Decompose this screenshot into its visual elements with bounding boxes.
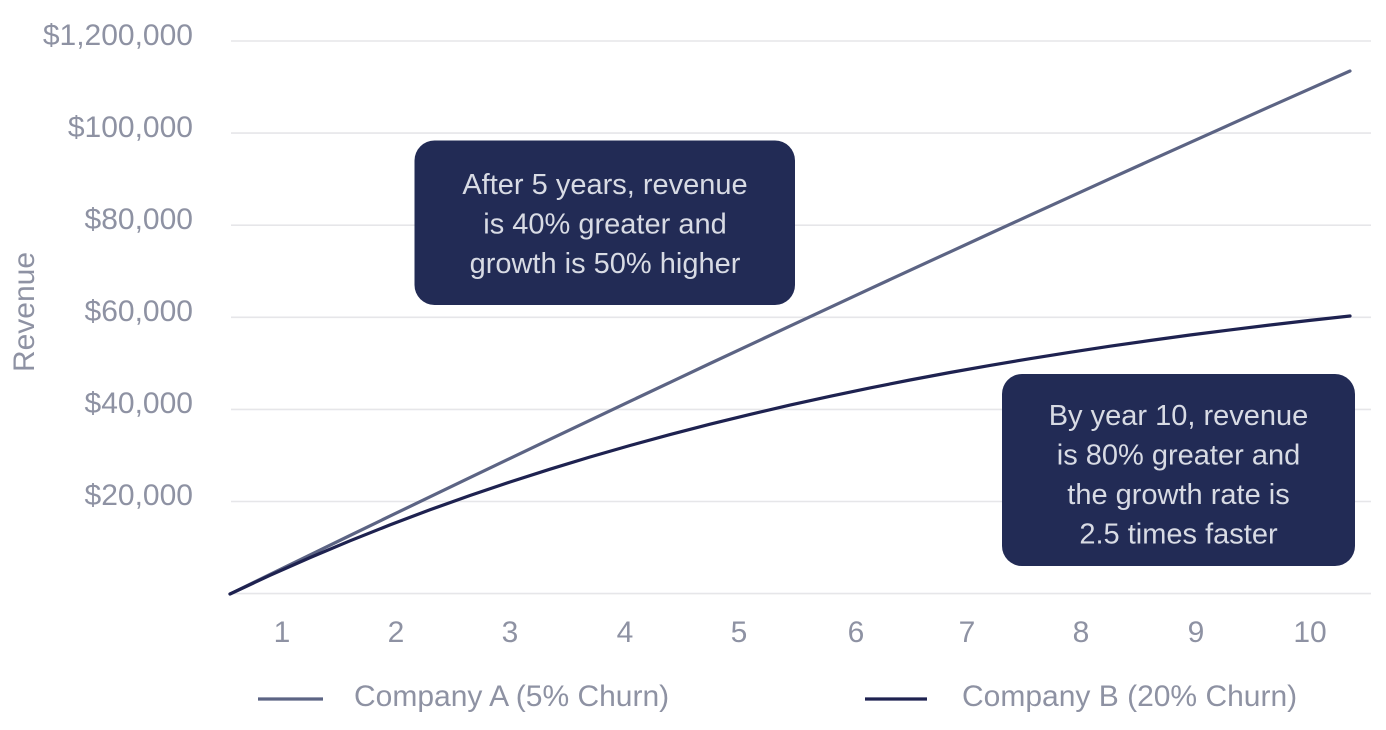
svg-text:After 5 years, revenue: After 5 years, revenue: [462, 169, 747, 201]
svg-text:1: 1: [274, 616, 291, 649]
svg-text:8: 8: [1073, 616, 1090, 649]
svg-text:By year 10, revenue: By year 10, revenue: [1049, 400, 1309, 432]
svg-text:3: 3: [502, 616, 519, 649]
svg-text:2: 2: [388, 616, 405, 649]
svg-text:$1,200,000: $1,200,000: [43, 19, 193, 52]
svg-text:7: 7: [959, 616, 976, 649]
svg-text:9: 9: [1188, 616, 1205, 649]
svg-text:10: 10: [1293, 616, 1326, 649]
svg-text:$80,000: $80,000: [85, 203, 193, 236]
svg-text:2.5 times faster: 2.5 times faster: [1079, 519, 1278, 551]
svg-text:5: 5: [731, 616, 748, 649]
svg-text:6: 6: [848, 616, 865, 649]
svg-text:$20,000: $20,000: [85, 479, 193, 512]
svg-text:growth is 50% higher: growth is 50% higher: [470, 248, 741, 280]
svg-text:is 80% greater and: is 80% greater and: [1057, 440, 1300, 472]
svg-text:Company B (20% Churn): Company B (20% Churn): [962, 680, 1297, 713]
svg-text:$100,000: $100,000: [68, 111, 193, 144]
svg-text:the growth rate is: the growth rate is: [1067, 479, 1289, 511]
svg-text:4: 4: [617, 616, 634, 649]
svg-text:$60,000: $60,000: [85, 295, 193, 328]
svg-text:Revenue: Revenue: [8, 252, 41, 372]
svg-text:Company A (5% Churn): Company A (5% Churn): [354, 680, 669, 713]
svg-text:is 40% greater and: is 40% greater and: [483, 209, 726, 241]
svg-text:$40,000: $40,000: [85, 387, 193, 420]
